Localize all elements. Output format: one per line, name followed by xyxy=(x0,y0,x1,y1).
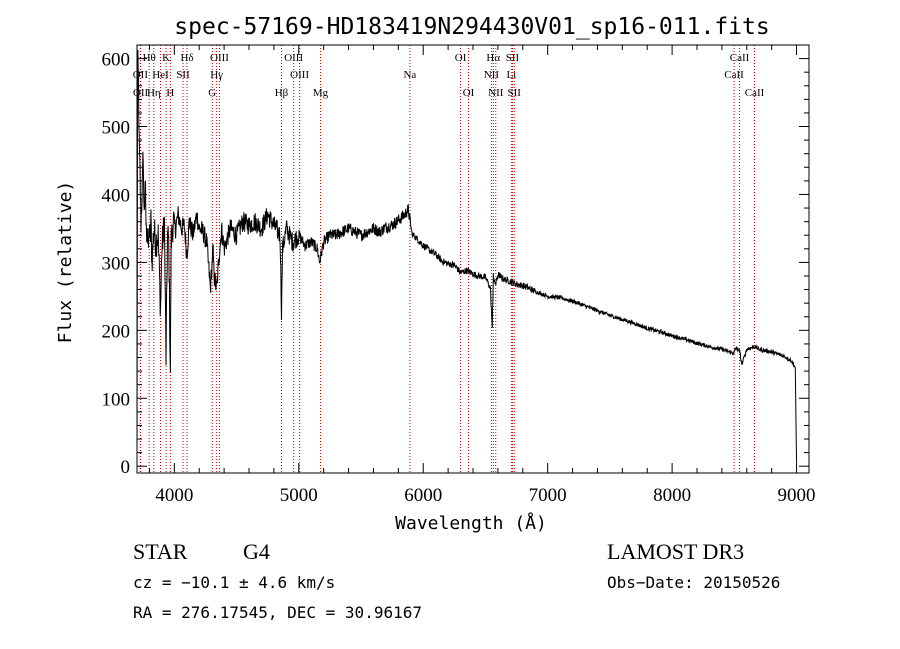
axis-ticks: 4000 5000 6000 7000 8000 9000 0 100 200 300 400 500… xyxy=(102,45,816,506)
y-tick-label: 500 xyxy=(102,118,131,139)
obs-date: Obs−Date: 20150526 xyxy=(607,573,781,592)
line-label-2: Hδ xyxy=(180,52,193,64)
line-label-16: Li xyxy=(506,69,516,81)
line-label-26: SII xyxy=(507,87,521,99)
emission-line-markers xyxy=(139,45,755,473)
y-tick-label: 100 xyxy=(102,389,131,410)
emission-line-labels: Hθ K Hδ OIII OIII OI Hα SII CaII OII HeI SII Hγ OIII N… xyxy=(133,52,765,99)
x-axis-label: Wavelength (Å) xyxy=(395,512,547,534)
x-tick-label: 8000 xyxy=(653,485,691,506)
line-label-0: Hθ xyxy=(143,52,156,64)
line-label-9: OII xyxy=(133,69,149,81)
line-label-6: Hα xyxy=(486,52,500,64)
line-label-13: OIII xyxy=(290,69,309,81)
line-label-21: G xyxy=(208,87,216,99)
x-tick-label: 5000 xyxy=(280,485,318,506)
x-tick-label: 7000 xyxy=(529,485,567,506)
y-axis-label: Flux (relative) xyxy=(55,181,76,344)
redshift-readout: cz = −10.1 ± 4.6 km/s xyxy=(133,573,336,592)
y-tick-label: 0 xyxy=(121,457,131,478)
line-label-7: SII xyxy=(506,52,520,64)
line-label-27: CaII xyxy=(745,87,765,99)
line-label-19: Hη xyxy=(147,87,161,99)
chart-title: spec-57169-HD183419N294430V01_sp16-011.f… xyxy=(174,14,769,40)
line-label-12: Hγ xyxy=(210,69,223,81)
line-label-1: K xyxy=(162,52,170,64)
line-label-17: CaII xyxy=(724,69,744,81)
object-subclass: G4 xyxy=(243,539,270,564)
y-tick-label: 200 xyxy=(102,321,131,342)
x-tick-label: 9000 xyxy=(778,485,816,506)
line-label-20: H xyxy=(166,87,174,99)
coordinates: RA = 276.17545, DEC = 30.96167 xyxy=(133,603,422,622)
x-tick-label: 6000 xyxy=(404,485,442,506)
line-label-15: NII xyxy=(484,69,500,81)
object-class: STAR xyxy=(133,539,188,564)
y-tick-label: 400 xyxy=(102,185,131,206)
survey-name: LAMOST DR3 xyxy=(607,539,745,564)
y-tick-label: 600 xyxy=(102,50,131,71)
line-label-14: Na xyxy=(403,69,416,81)
line-label-11: SII xyxy=(176,69,190,81)
line-label-10: HeI xyxy=(152,69,169,81)
x-tick-label: 4000 xyxy=(155,485,193,506)
spectrum-series xyxy=(136,50,798,463)
line-label-5: OI xyxy=(455,52,467,64)
line-label-8: CaII xyxy=(730,52,750,64)
line-label-24: OI xyxy=(463,87,475,99)
line-label-3: OIII xyxy=(210,52,229,64)
line-label-25: NII xyxy=(488,87,504,99)
line-label-4: OIII xyxy=(284,52,303,64)
y-tick-label: 300 xyxy=(102,253,131,274)
line-label-22: Hβ xyxy=(275,87,289,99)
line-label-23: Mg xyxy=(313,87,329,99)
spectrum-line xyxy=(136,50,798,463)
plot-frame xyxy=(136,44,810,474)
